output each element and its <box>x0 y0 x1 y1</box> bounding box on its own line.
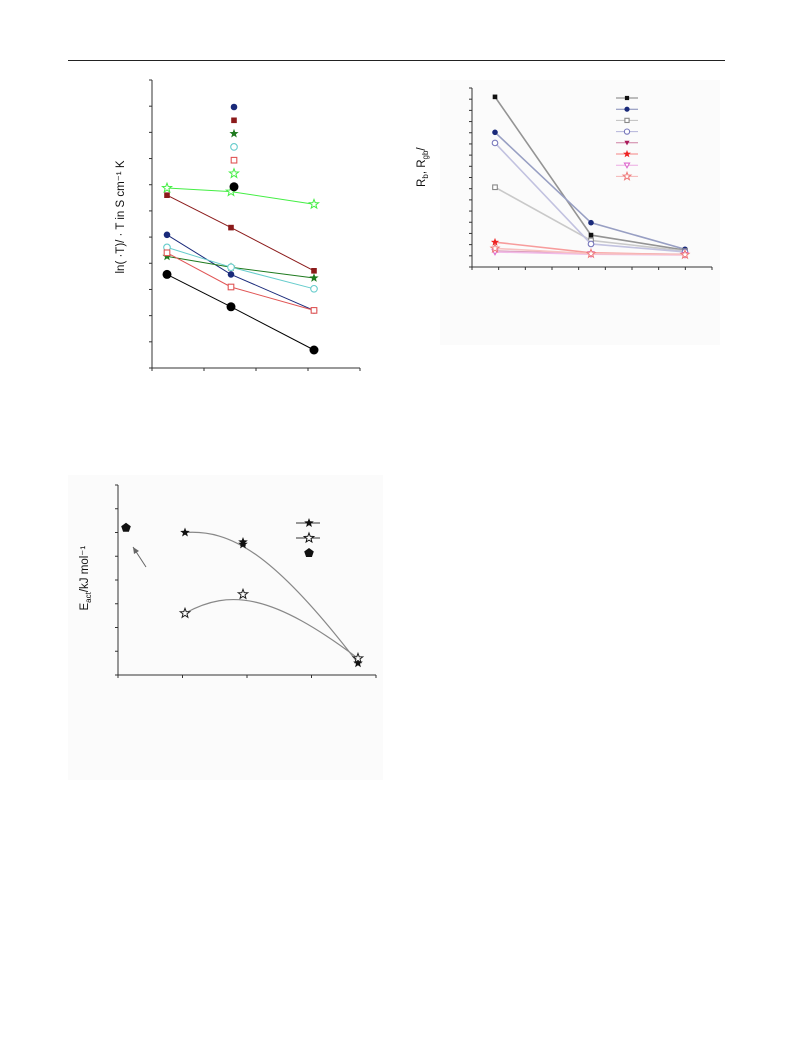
figure-c-ylabel-end: /kJ mol⁻¹ <box>78 545 91 593</box>
figure-b-ylabel-main: R <box>415 178 428 187</box>
figure-b-data-point <box>492 184 498 191</box>
figure-a-legend-marker <box>230 156 238 164</box>
figure-b-data-point <box>585 248 597 259</box>
figure-c-data-point <box>178 606 192 619</box>
figure-b-data-point <box>491 139 499 147</box>
figure-b-ylabel: Rb, Rgb/ <box>416 132 430 202</box>
figure-b-data-point <box>489 242 501 254</box>
figure-c-legend-marker <box>304 548 314 557</box>
figure-b <box>440 80 720 345</box>
figure-a-series-line <box>166 252 315 311</box>
figure-c-data-point <box>121 522 131 532</box>
figure-b-legend-marker <box>624 106 630 112</box>
figure-a-series-line <box>166 273 315 351</box>
figure-c <box>68 475 383 780</box>
figure-c-data-point <box>180 527 190 537</box>
figure-b-legend-marker <box>624 95 630 101</box>
figure-b-data-point <box>588 219 594 226</box>
figure-c-chart <box>68 475 383 780</box>
figure-a-data-point <box>309 273 319 282</box>
figure-c-background <box>68 475 383 780</box>
figure-a-ylabel: ln( ·T)/ · T in S cm⁻¹ K <box>115 160 127 274</box>
figure-b-ylabel-sep: , R <box>415 159 428 175</box>
figure-c-data-point <box>351 651 365 664</box>
figure-b-legend-marker <box>624 117 630 124</box>
figure-c-legend-marker <box>302 531 316 544</box>
figure-a-legend-marker <box>227 167 241 179</box>
header-rule <box>68 60 725 61</box>
figure-a-data-point <box>311 268 317 274</box>
figure-b-legend-marker <box>623 149 631 158</box>
figure-c-ylabel-sub: act <box>84 592 94 603</box>
figure-b-data-point <box>588 232 594 238</box>
figure-b-legend-marker <box>621 170 633 181</box>
figure-a-chart <box>149 79 361 371</box>
figure-b-data-point <box>490 237 500 246</box>
figure-c-data-point <box>238 539 248 549</box>
figure-a-data-point <box>310 284 318 293</box>
figure-a-data-point <box>307 197 321 210</box>
figure-c-data-point <box>236 587 250 600</box>
figure-c-fit-curve <box>184 598 359 659</box>
figure-a-data-point <box>163 231 171 239</box>
figure-a-data-point <box>228 224 234 231</box>
figure-b-chart <box>440 80 720 345</box>
figure-c-arrow-head <box>133 547 139 554</box>
figure-a-legend-marker <box>230 103 238 111</box>
figure-b-ylabel-end: / <box>415 147 428 151</box>
figure-a-series-line <box>166 194 315 272</box>
figure-c-ylabel: Eact/kJ mol⁻¹ <box>77 523 93 633</box>
figure-b-data-point <box>679 248 691 260</box>
figure-b-ylabel-sub2: gb <box>421 150 431 160</box>
figure-a-series-line <box>166 187 315 205</box>
figure-b-ylabel-sub1: b <box>421 174 431 179</box>
figure-c-fit-curve <box>184 531 359 664</box>
figure-a <box>70 70 380 390</box>
figure-a-data-point <box>309 345 319 355</box>
figure-a-data-point <box>164 192 170 198</box>
figure-b-data-point <box>492 129 498 136</box>
figure-a-legend-marker <box>229 128 239 138</box>
figure-c-ylabel-main: E <box>78 602 91 611</box>
figure-a-data-point <box>163 249 171 257</box>
figure-a-series-line <box>166 234 315 311</box>
figure-b-data-point <box>587 240 595 248</box>
figure-a-data-point <box>227 283 235 291</box>
figure-a-data-point <box>310 307 318 314</box>
figure-c-legend-marker <box>304 518 314 527</box>
figure-c-data-point <box>353 658 363 668</box>
figure-a-data-point <box>227 263 235 272</box>
figure-b-legend-marker <box>624 140 630 146</box>
figure-a-legend-marker <box>230 143 238 151</box>
figure-a-legend-marker <box>231 117 237 124</box>
figure-b-legend-marker <box>623 162 631 169</box>
figure-a-data-point <box>162 269 172 279</box>
figure-b-legend-marker <box>623 128 631 135</box>
figure-b-data-point <box>492 94 498 100</box>
figure-a-data-point <box>226 302 236 312</box>
figure-a-legend-marker <box>229 182 239 192</box>
figure-a-data-point <box>160 181 174 194</box>
figure-a-data-point <box>227 271 235 278</box>
